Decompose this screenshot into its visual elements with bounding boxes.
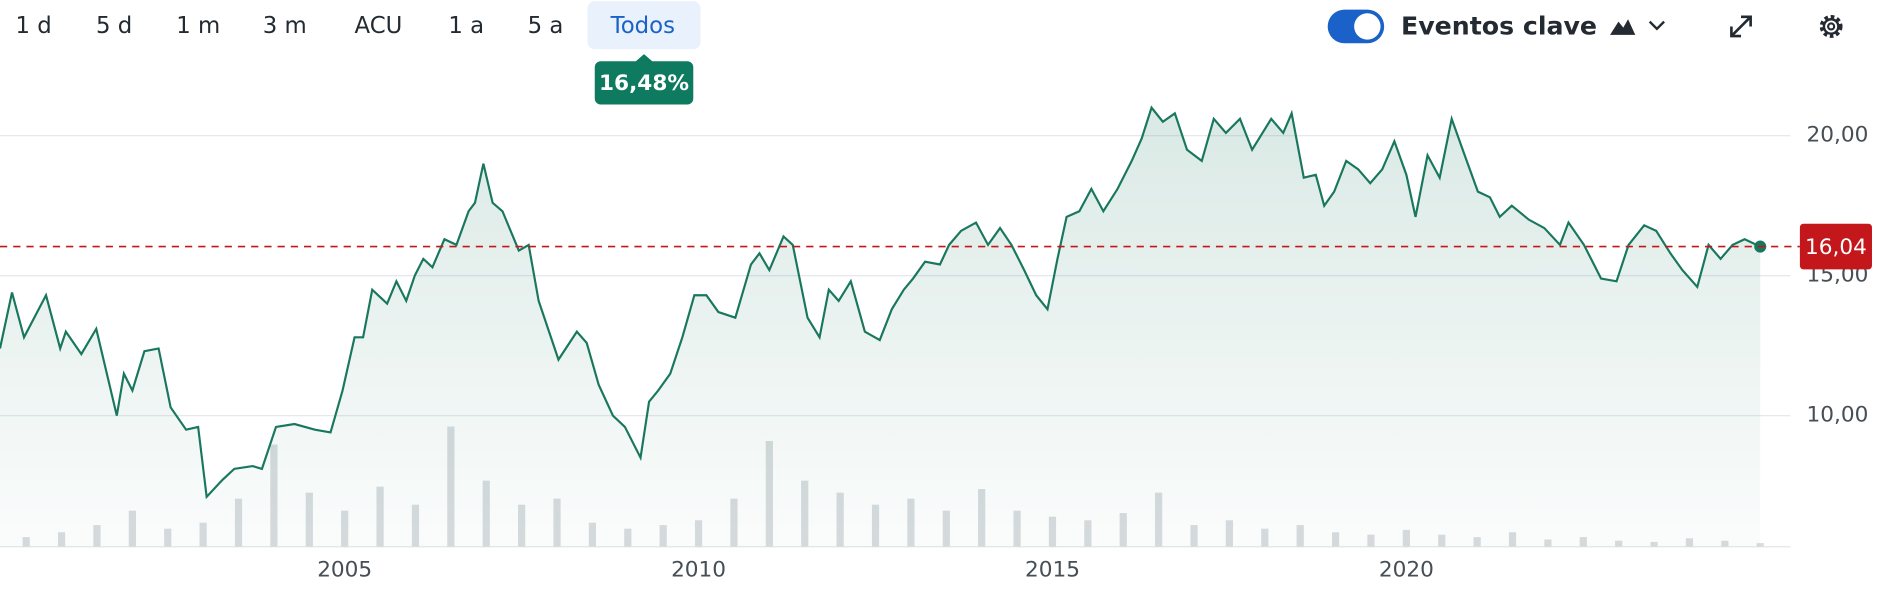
- price-label-bg: [1799, 223, 1872, 270]
- expand-icon[interactable]: [1730, 15, 1752, 38]
- chart-type-icon[interactable]: [1610, 19, 1636, 35]
- range-button[interactable]: 1 d: [16, 13, 52, 39]
- toggle-knob: [1354, 13, 1381, 40]
- change-badge: [594, 61, 694, 105]
- toolbar: 16,48% Eventos clave: [587, 1, 1843, 105]
- chevron[interactable]: [1648, 20, 1665, 31]
- range-button[interactable]: 1 a: [448, 13, 484, 39]
- x-tick-label: 2015: [1025, 558, 1080, 583]
- x-tick-label: 2020: [1379, 558, 1434, 583]
- change-label: 16,48%: [599, 71, 689, 96]
- price-line: [0, 105, 1761, 500]
- range-button[interactable]: 3 m: [263, 13, 307, 39]
- range-button[interactable]: Todos: [610, 13, 675, 39]
- range-button[interactable]: ACU: [355, 13, 403, 39]
- range-button[interactable]: 5 a: [528, 13, 564, 39]
- settings-icon[interactable]: [1819, 15, 1843, 38]
- x-tick-label: 2010: [671, 558, 726, 583]
- toggle-label[interactable]: Eventos clave: [1401, 12, 1597, 41]
- price-label: 16,04: [1805, 235, 1867, 260]
- active-range-bg: [587, 1, 701, 50]
- x-tick-label: 2005: [317, 558, 372, 583]
- range-button[interactable]: 1 m: [176, 13, 220, 39]
- range-button[interactable]: 5 d: [96, 13, 132, 39]
- badge-pointer: [634, 54, 654, 63]
- y-tick-label: 20,00: [1807, 123, 1869, 148]
- area: [0, 107, 1761, 547]
- y-tick-label: 10,00: [1807, 403, 1869, 428]
